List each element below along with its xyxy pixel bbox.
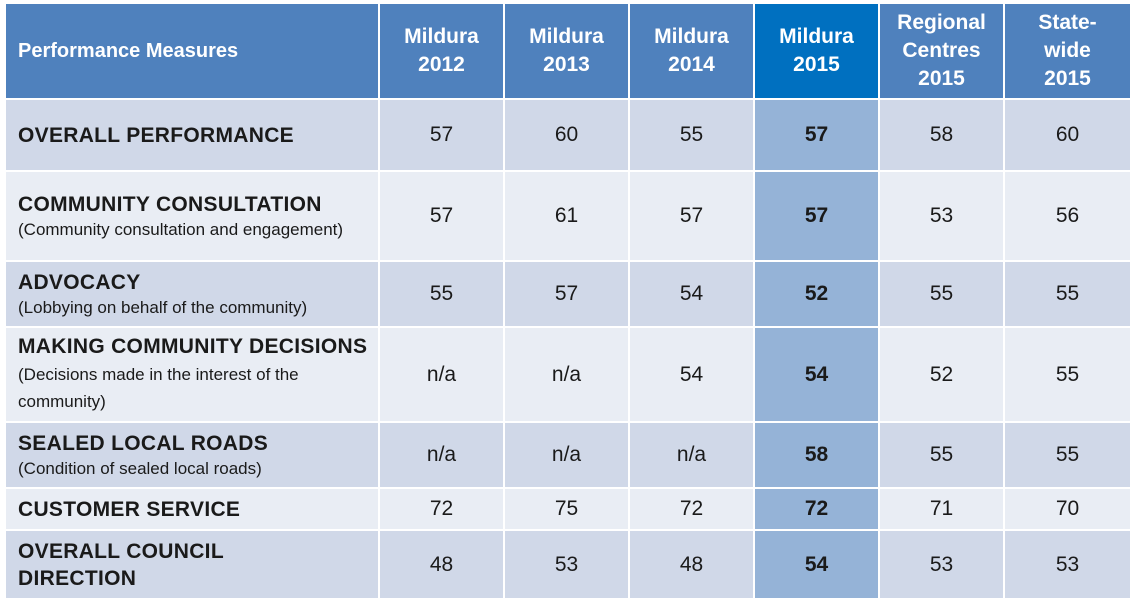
value-cell: 53	[878, 170, 1005, 262]
header-label: Mildura	[654, 25, 729, 48]
header-mildura-2014: Mildura 2014	[628, 2, 755, 100]
measure-text: MAKING COMMUNITY DECISIONS (Decisions ma…	[18, 333, 372, 416]
value-cell-highlight: 54	[753, 326, 880, 423]
measure-subtitle: (Lobbying on behalf of the community)	[18, 297, 308, 317]
value-cell: 71	[878, 487, 1005, 531]
value-cell: 72	[378, 487, 505, 531]
value-cell: 52	[878, 326, 1005, 423]
value-cell: 55	[628, 98, 755, 172]
value-cell-highlight: 57	[753, 170, 880, 262]
value-cell: 54	[628, 326, 755, 423]
value-cell: n/a	[378, 326, 505, 423]
value-cell-highlight: 72	[753, 487, 880, 531]
value-cell: 55	[878, 421, 1005, 489]
value-cell: 60	[503, 98, 630, 172]
header-performance-measures: Performance Measures	[4, 2, 380, 100]
value-cell: 57	[628, 170, 755, 262]
measure-subtitle: (Condition of sealed local roads)	[18, 458, 262, 478]
value-cell: 55	[1003, 421, 1132, 489]
value-cell: 54	[628, 260, 755, 328]
value-cell-highlight: 52	[753, 260, 880, 328]
measure-title: ADVOCACY	[18, 270, 141, 294]
measure-title: OVERALL COUNCIL DIRECTION	[18, 539, 224, 590]
measure-cell: MAKING COMMUNITY DECISIONS (Decisions ma…	[4, 326, 380, 423]
value-cell: 55	[1003, 326, 1132, 423]
value-cell: 48	[378, 529, 505, 600]
header-regional-centres-2015: Regional Centres 2015	[878, 2, 1005, 100]
header-label: Mildura	[529, 25, 604, 48]
value-cell: 70	[1003, 487, 1132, 531]
table-row: CUSTOMER SERVICE 72 75 72 72 71 70	[4, 487, 1132, 531]
value-cell: 53	[503, 529, 630, 600]
measure-cell: COMMUNITY CONSULTATION (Community consul…	[4, 170, 380, 262]
value-cell: 72	[628, 487, 755, 531]
header-state-wide-2015: State- wide 2015	[1003, 2, 1132, 100]
value-cell: 56	[1003, 170, 1132, 262]
value-cell: 61	[503, 170, 630, 262]
measure-title: MAKING COMMUNITY DECISIONS	[18, 335, 368, 358]
header-label: wide	[1044, 39, 1091, 62]
header-label: Mildura	[779, 25, 854, 48]
measure-title: CUSTOMER SERVICE	[18, 497, 241, 521]
value-cell: 48	[628, 529, 755, 600]
value-cell: 58	[878, 98, 1005, 172]
header-label: Centres	[902, 39, 981, 62]
value-cell: 53	[1003, 529, 1132, 600]
measure-title: COMMUNITY CONSULTATION	[18, 192, 322, 216]
measure-cell: OVERALL PERFORMANCE	[4, 98, 380, 172]
value-cell: 53	[878, 529, 1005, 600]
header-label: 2015	[1044, 67, 1091, 90]
measure-cell: ADVOCACY (Lobbying on behalf of the comm…	[4, 260, 380, 328]
header-label: 2015	[793, 53, 840, 76]
header-mildura-2015: Mildura 2015	[753, 2, 880, 100]
value-cell: n/a	[378, 421, 505, 489]
header-label: Mildura	[404, 25, 479, 48]
value-cell: n/a	[628, 421, 755, 489]
value-cell: n/a	[503, 421, 630, 489]
value-cell-highlight: 57	[753, 98, 880, 172]
measure-title: SEALED LOCAL ROADS	[18, 431, 269, 455]
header-label: 2012	[418, 53, 465, 76]
value-cell: n/a	[503, 326, 630, 423]
value-cell: 55	[378, 260, 505, 328]
header-row: Performance Measures Mildura 2012 Mildur…	[4, 2, 1132, 100]
value-cell: 57	[378, 98, 505, 172]
table-row: SEALED LOCAL ROADS (Condition of sealed …	[4, 421, 1132, 489]
header-label: Regional	[897, 11, 986, 34]
table-row: COMMUNITY CONSULTATION (Community consul…	[4, 170, 1132, 262]
measure-cell: SEALED LOCAL ROADS (Condition of sealed …	[4, 421, 380, 489]
value-cell: 57	[378, 170, 505, 262]
performance-table: Performance Measures Mildura 2012 Mildur…	[4, 2, 1132, 600]
table-row: MAKING COMMUNITY DECISIONS (Decisions ma…	[4, 326, 1132, 423]
header-label: Performance Measures	[18, 40, 239, 62]
header-label: 2014	[668, 53, 715, 76]
header-label: 2013	[543, 53, 590, 76]
measure-cell: CUSTOMER SERVICE	[4, 487, 380, 531]
header-mildura-2013: Mildura 2013	[503, 2, 630, 100]
table-row: OVERALL PERFORMANCE 57 60 55 57 58 60	[4, 98, 1132, 172]
measure-cell: OVERALL COUNCIL DIRECTION	[4, 529, 380, 600]
value-cell: 57	[503, 260, 630, 328]
value-cell: 55	[878, 260, 1005, 328]
header-mildura-2012: Mildura 2012	[378, 2, 505, 100]
value-cell: 60	[1003, 98, 1132, 172]
measure-subtitle: (Community consultation and engagement)	[18, 219, 344, 239]
header-label: State-	[1038, 11, 1097, 34]
value-cell-highlight: 54	[753, 529, 880, 600]
measure-title: OVERALL PERFORMANCE	[18, 123, 294, 147]
table-row: OVERALL COUNCIL DIRECTION 48 53 48 54 53…	[4, 529, 1132, 600]
measure-subtitle: (Decisions made in the interest of the c…	[18, 365, 299, 411]
value-cell: 75	[503, 487, 630, 531]
table-row: ADVOCACY (Lobbying on behalf of the comm…	[4, 260, 1132, 328]
value-cell-highlight: 58	[753, 421, 880, 489]
header-label: 2015	[918, 67, 965, 90]
value-cell: 55	[1003, 260, 1132, 328]
